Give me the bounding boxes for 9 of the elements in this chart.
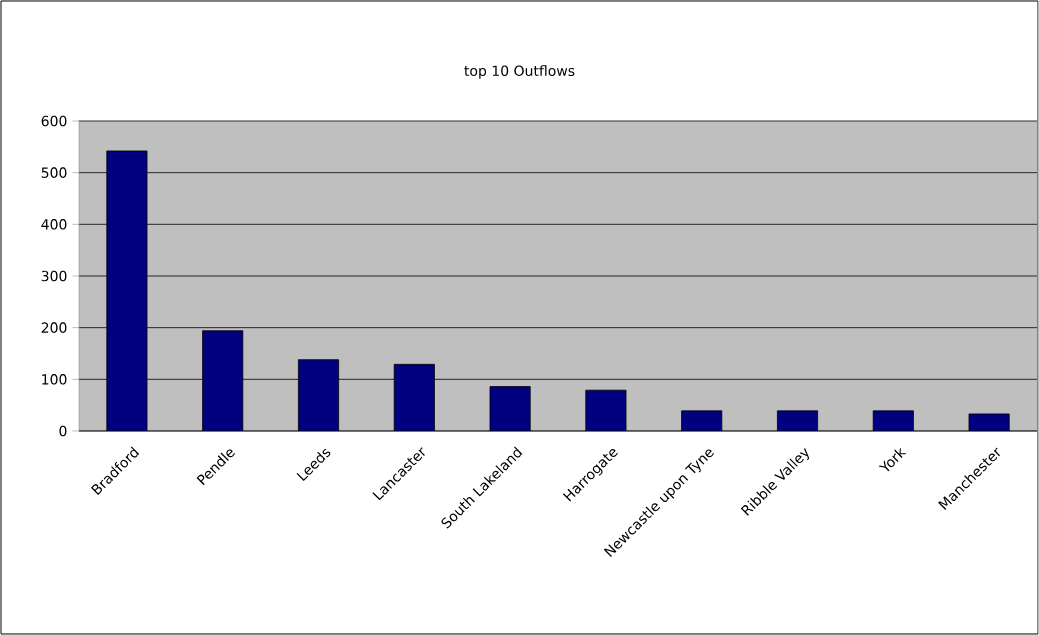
y-tick-label: 500 <box>41 167 67 178</box>
y-tick-label: 300 <box>41 270 67 282</box>
y-tick-label: 0 <box>59 425 67 437</box>
y-tick-label: 100 <box>42 374 67 385</box>
chart-title: top 10 Outflows <box>464 65 575 79</box>
y-tick-label: 600 <box>41 115 67 127</box>
y-tick-label: 400 <box>41 219 67 230</box>
x-tick-label: York <box>878 447 907 472</box>
y-tick-label: 200 <box>41 322 67 333</box>
